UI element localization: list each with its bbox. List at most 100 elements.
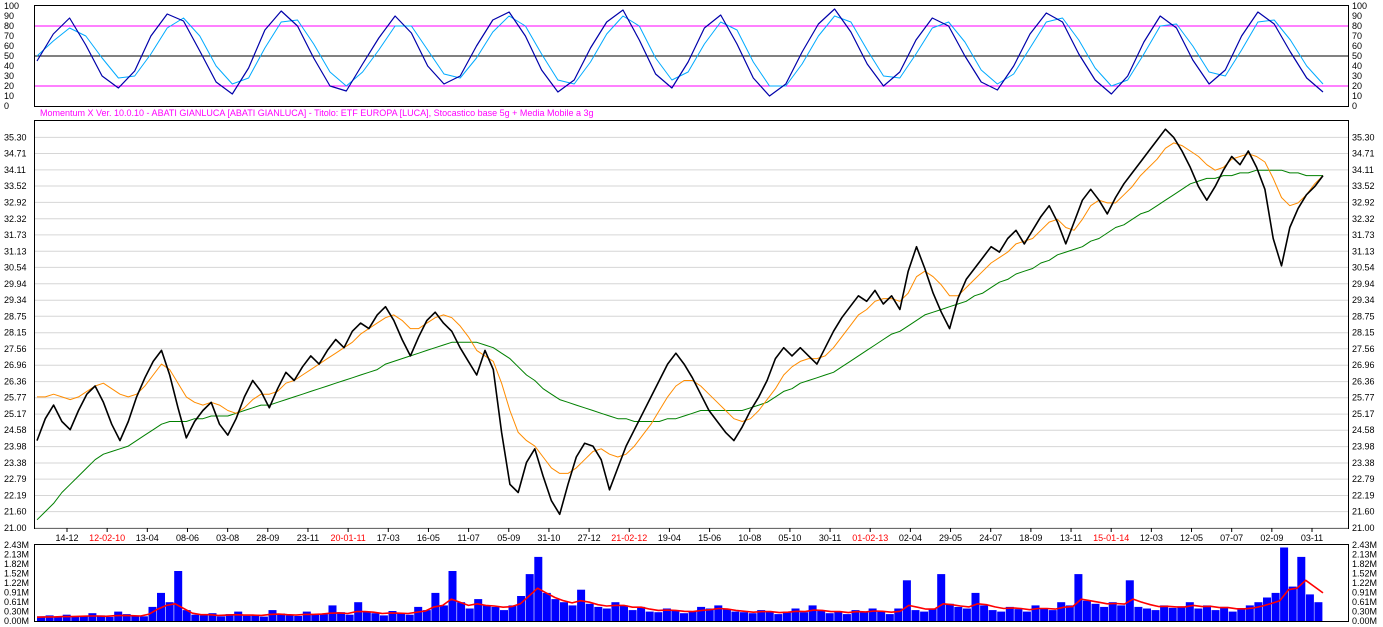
y-tick-label-right: 32.32 bbox=[1352, 214, 1375, 224]
volume-bar bbox=[294, 616, 303, 621]
volume-bar bbox=[285, 615, 294, 621]
y-tick-label-right: 1.52M bbox=[1352, 568, 1377, 578]
volume-bar bbox=[88, 613, 97, 621]
volume-bar bbox=[834, 611, 843, 621]
y-tick-label-right: 50 bbox=[1352, 51, 1362, 61]
volume-bar bbox=[920, 611, 929, 621]
y-tick-label-left: 22.79 bbox=[4, 474, 27, 484]
volume-bar bbox=[1288, 586, 1297, 621]
x-tick-label: 15-06 bbox=[698, 533, 721, 543]
y-tick-label-right: 34.11 bbox=[1352, 165, 1374, 175]
volume-bar bbox=[1237, 608, 1246, 621]
stochastic-panel-frame bbox=[34, 5, 1349, 107]
volume-bar bbox=[1143, 608, 1151, 621]
volume-bar bbox=[500, 610, 508, 621]
volume-bar bbox=[645, 611, 654, 621]
y-tick-label-left: 1.52M bbox=[4, 568, 29, 578]
volume-bar bbox=[414, 606, 423, 621]
volume-bar bbox=[731, 611, 740, 621]
volume-bar bbox=[45, 615, 54, 621]
volume-bar bbox=[1031, 605, 1040, 621]
volume-bar bbox=[1271, 592, 1280, 621]
y-tick-label-left: 0 bbox=[4, 101, 9, 111]
y-tick-label-left: 100 bbox=[4, 1, 19, 11]
y-tick-label-right: 1.82M bbox=[1352, 559, 1377, 569]
y-tick-label-left: 80 bbox=[4, 21, 14, 31]
volume-bar bbox=[902, 580, 911, 621]
volume-bar bbox=[851, 610, 860, 621]
volume-bar bbox=[928, 608, 937, 621]
volume-bar bbox=[1203, 605, 1211, 621]
y-tick-label-left: 0.00M bbox=[4, 616, 29, 626]
series-layer bbox=[36, 8, 1324, 621]
volume-bar bbox=[474, 599, 483, 621]
volume-bar bbox=[577, 589, 586, 621]
volume-bar bbox=[251, 614, 260, 621]
volume-bar bbox=[1134, 606, 1143, 621]
y-tick-label-left: 60 bbox=[4, 41, 14, 51]
volume-bar bbox=[259, 616, 268, 621]
x-tick-label: 12-02-10 bbox=[89, 533, 125, 543]
y-tick-label-left: 33.52 bbox=[4, 181, 27, 191]
volume-bar bbox=[662, 608, 671, 621]
x-tick-label: 13-04 bbox=[136, 533, 159, 543]
x-tick-label: 02-04 bbox=[899, 533, 922, 543]
y-tick-label-left: 34.11 bbox=[4, 165, 26, 175]
x-tick-label: 31-10 bbox=[537, 533, 560, 543]
y-tick-label-left: 32.92 bbox=[4, 197, 27, 207]
y-tick-label-left: 26.96 bbox=[4, 360, 27, 370]
y-tick-label-left: 90 bbox=[4, 11, 14, 21]
y-tick-label-right: 27.56 bbox=[1352, 344, 1375, 354]
volume-bar bbox=[997, 611, 1006, 621]
x-tick-label: 05-10 bbox=[778, 533, 801, 543]
y-tick-label-left: 23.98 bbox=[4, 442, 27, 452]
y-tick-label-right: 22.79 bbox=[1352, 474, 1375, 484]
volume-bar bbox=[54, 617, 63, 621]
y-tick-label-left: 27.56 bbox=[4, 344, 27, 354]
volume-bar bbox=[620, 605, 628, 621]
volume-bar bbox=[525, 574, 534, 621]
volume-bar bbox=[817, 610, 826, 621]
y-tick-label-right: 35.30 bbox=[1352, 132, 1375, 142]
volume-bar bbox=[628, 610, 637, 621]
volume-bar bbox=[542, 592, 551, 621]
y-tick-label-right: 26.36 bbox=[1352, 377, 1375, 387]
volume-bar bbox=[551, 599, 560, 621]
volume-bar bbox=[842, 614, 851, 621]
volume-bar bbox=[225, 614, 234, 621]
y-tick-label-left: 23.38 bbox=[4, 458, 27, 468]
volume-bar bbox=[508, 605, 517, 621]
y-tick-label-right: 40 bbox=[1352, 61, 1362, 71]
volume-bar bbox=[1160, 605, 1169, 621]
x-tick-label: 12-05 bbox=[1180, 533, 1203, 543]
volume-bar bbox=[611, 602, 620, 621]
y-tick-label-right: 23.38 bbox=[1352, 458, 1375, 468]
volume-bar bbox=[1082, 600, 1091, 621]
volume-bar bbox=[337, 612, 346, 621]
volume-bar bbox=[1228, 611, 1237, 621]
y-tick-label-left: 31.13 bbox=[4, 246, 27, 256]
x-tick-label: 17-03 bbox=[377, 533, 400, 543]
volume-bar bbox=[1100, 606, 1109, 621]
x-tick-label: 18-09 bbox=[1019, 533, 1042, 543]
x-tick-label: 07-07 bbox=[1220, 533, 1243, 543]
volume-bar bbox=[37, 616, 45, 621]
volume-bar bbox=[105, 616, 114, 621]
volume-bar bbox=[482, 605, 491, 621]
volume-bar bbox=[1220, 606, 1229, 621]
volume-bar bbox=[602, 608, 611, 621]
x-tick-label: 08-06 bbox=[176, 533, 199, 543]
volume-bar bbox=[911, 610, 920, 621]
x-tick-label: 14-12 bbox=[55, 533, 78, 543]
y-tick-label-left: 20 bbox=[4, 81, 14, 91]
volume-bar bbox=[182, 610, 191, 621]
y-tick-label-left: 1.22M bbox=[4, 578, 29, 588]
y-tick-label-left: 2.13M bbox=[4, 549, 29, 559]
volume-bar bbox=[740, 612, 748, 621]
x-tick-label: 19-04 bbox=[658, 533, 681, 543]
x-tick-label: 03-11 bbox=[1301, 533, 1323, 543]
volume-bar bbox=[1245, 605, 1254, 621]
volume-bar bbox=[242, 615, 251, 621]
volume-bar bbox=[988, 610, 997, 621]
y-tick-label-left: 30 bbox=[4, 71, 14, 81]
